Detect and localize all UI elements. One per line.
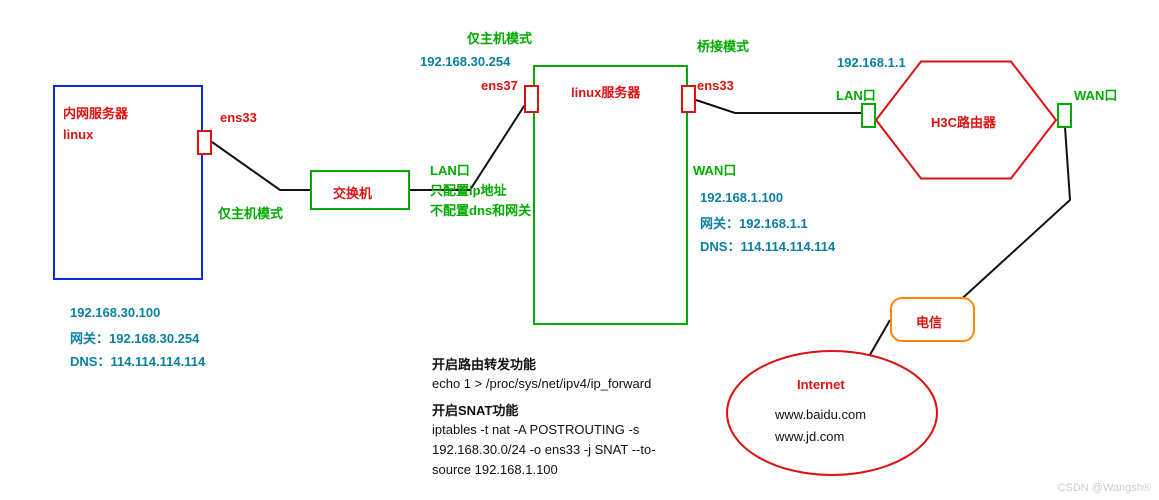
label-u2: www.jd.com [775,429,844,444]
label-ens33r: ens33 [697,78,734,93]
label-srv1: 内网服务器 [63,103,128,122]
port-ens37-port [524,85,539,113]
router-label: H3C路由器 [931,112,996,131]
watermark: CSDN @Wangsh® [1058,482,1151,494]
label-inet: Internet [797,377,845,392]
label-cmd_l3: 192.168.30.0/24 -o ens33 -j SNAT --to- [432,442,656,457]
label-rtrip: 192.168.1.1 [837,55,906,70]
label-cfg2: 不配置dns和网关 [430,200,531,219]
label-srv_dns: DNS：114.114.114.114 [70,351,205,370]
label-cmd_t2: 开启SNAT功能 [432,400,518,419]
label-srv_mode: 仅主机模式 [218,203,283,222]
label-linuxsvr: linux服务器 [571,82,640,101]
label-wan: WAN口 [693,160,736,179]
label-cmd_l2: iptables -t nat -A POSTROUTING -s [432,422,639,437]
label-cmd_l4: source 192.168.1.100 [432,462,558,477]
label-srv_ip: 192.168.30.100 [70,305,160,320]
connector-line [212,142,310,190]
label-cmd_t1: 开启路由转发功能 [432,354,536,373]
label-lanp: LAN口 [836,85,876,104]
label-srv_ens33: ens33 [220,110,257,125]
label-ens37: ens37 [481,78,518,93]
label-switch: 交换机 [333,183,372,202]
label-lan: LAN口 [430,160,470,179]
label-wangw: 网关：192.168.1.1 [700,213,808,232]
label-telecom: 电信 [916,312,942,331]
port-ens33-wan-port [681,85,696,113]
linuxsvr-box [533,65,688,325]
port-lan-port [861,103,876,128]
label-srv2: linux [63,127,93,142]
label-mode2: 仅主机模式 [467,28,532,47]
port-wan-port [1057,103,1072,128]
label-wanip: 192.168.1.100 [700,190,783,205]
label-wanp: WAN口 [1074,85,1117,104]
label-wandns: DNS：114.114.114.114 [700,236,835,255]
label-bridge: 桥接模式 [697,36,749,55]
label-cmd_l1: echo 1 > /proc/sys/net/ipv4/ip_forward [432,376,651,391]
connector-line [867,320,890,360]
label-cfg1: 只配置ip地址 [430,180,507,199]
label-srv_gw: 网关：192.168.30.254 [70,328,199,347]
label-u1: www.baidu.com [775,407,866,422]
port-ens33-srv-port [197,130,212,155]
label-ip37: 192.168.30.254 [420,54,510,69]
